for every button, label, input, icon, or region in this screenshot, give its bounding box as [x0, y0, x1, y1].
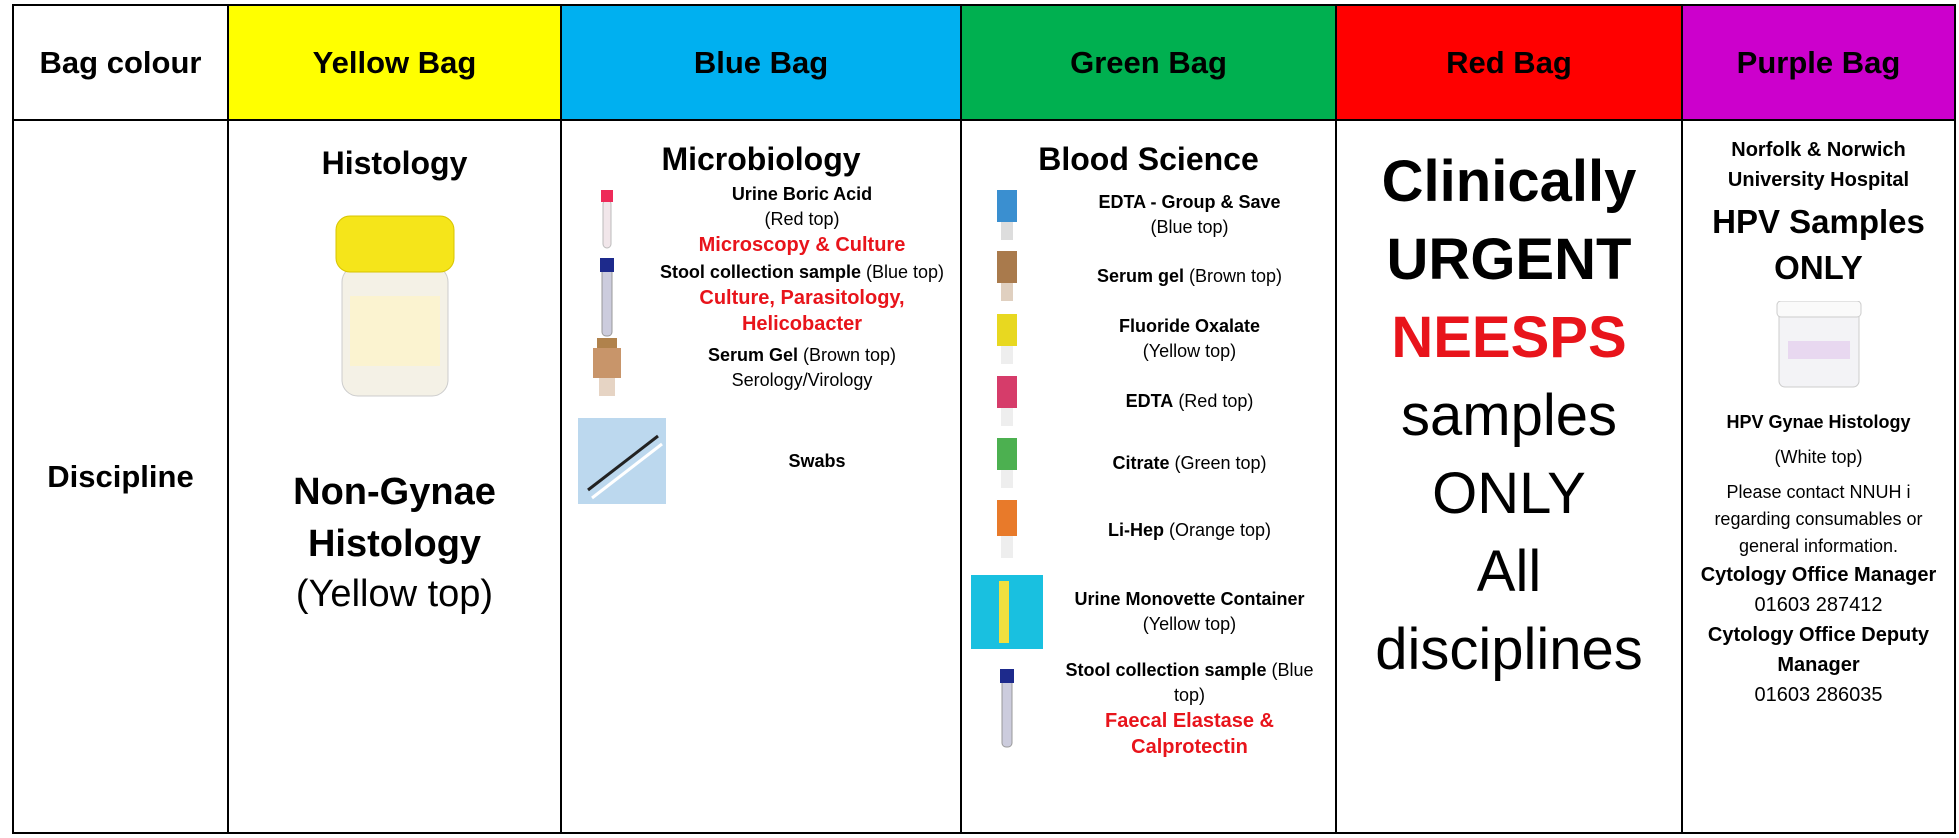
contact-phone: 01603 286035: [1751, 680, 1887, 710]
item-detail: (Yellow top): [1052, 339, 1327, 364]
blue-cell: Microbiology Urine Boric Acid(Red top)Mi…: [561, 120, 961, 833]
cell-note: (Yellow top): [296, 570, 493, 618]
cell-title: Histology: [322, 145, 468, 182]
red-line: NEESPS: [1391, 299, 1626, 377]
tube-icon: [992, 314, 1022, 364]
item-note: Serology/Virology: [652, 368, 952, 393]
item-name: Serum gel: [1097, 266, 1184, 286]
tube-icon: [992, 500, 1022, 560]
item-detail: (Red top): [652, 207, 952, 232]
item-detail: (Blue top): [1052, 215, 1327, 240]
header-cell: Blue Bag: [561, 5, 961, 120]
item-name: EDTA: [1126, 391, 1174, 411]
header-cell: Purple Bag: [1682, 5, 1955, 120]
item-name: Urine Boric Acid: [652, 182, 952, 207]
contact-phone: 01603 287412: [1751, 590, 1887, 620]
tube-icon: [585, 338, 629, 398]
header-row: Bag colour Yellow Bag Blue Bag Green Bag…: [13, 5, 1955, 120]
sample-item: Serum Gel (Brown top) Serology/Virology: [562, 338, 960, 398]
contact-role: Cytology Office Manager: [1697, 560, 1941, 590]
swab-icon: [578, 418, 666, 504]
tube-icon: [992, 251, 1022, 301]
sample-item: Li-Hep (Orange top): [962, 494, 1335, 566]
page: Bag colour Yellow Bag Blue Bag Green Bag…: [0, 0, 1959, 838]
item-detail: (Green top): [1174, 453, 1266, 473]
header-cell: Bag colour: [13, 5, 228, 120]
sample-item: Stool collection sample (Blue top) Cultur…: [562, 258, 960, 338]
sample-item: EDTA - Group & Save(Blue top): [962, 186, 1335, 244]
item-detail: (Orange top): [1169, 520, 1271, 540]
purple-cell: Norfolk & Norwich University Hospital HP…: [1682, 120, 1955, 833]
cell-title: HPV Samples ONLY: [1699, 199, 1939, 291]
body-row: Discipline Histology Non-Gynae Histology…: [13, 120, 1955, 833]
sample-item: Fluoride Oxalate(Yellow top): [962, 308, 1335, 370]
tube-icon: [597, 258, 617, 338]
item-test: Microscopy & Culture: [652, 232, 952, 258]
item-test: Faecal Elastase & Calprotectin: [1052, 708, 1327, 760]
tube-icon: [992, 376, 1022, 426]
sample-item: Citrate (Green top): [962, 432, 1335, 494]
item-name: Fluoride Oxalate: [1052, 314, 1327, 339]
item-name: Stool collection sample: [660, 262, 861, 282]
item-test: Culture, Parasitology, Helicobacter: [652, 285, 952, 337]
header-cell: Red Bag: [1336, 5, 1682, 120]
green-cell: Blood Science EDTA - Group & Save(Blue t…: [961, 120, 1336, 833]
item-name: Serum Gel: [708, 345, 798, 365]
contact-role: Cytology Office Deputy Manager: [1683, 620, 1954, 680]
contact-note: Please contact NNUH i regarding consumab…: [1683, 479, 1954, 560]
red-line: samples ONLY: [1389, 377, 1629, 533]
sample-item: Urine Monovette Container(Yellow top): [962, 566, 1335, 658]
sample-item: EDTA (Red top): [962, 370, 1335, 432]
item-name: Stool collection sample: [1065, 660, 1266, 680]
tube-icon: [992, 190, 1022, 240]
sample-item: Swabs: [562, 418, 960, 504]
header-cell: Yellow Bag: [228, 5, 561, 120]
monovette-icon: [971, 575, 1043, 649]
item-name: Urine Monovette Container: [1052, 587, 1327, 612]
sample-item: Urine Boric Acid(Red top)Microscopy & Cu…: [562, 182, 960, 258]
bag-table: Bag colour Yellow Bag Blue Bag Green Bag…: [12, 4, 1956, 834]
cell-title: Microbiology: [661, 141, 860, 178]
hospital-name: Norfolk & Norwich University Hospital: [1683, 135, 1954, 195]
item-detail: (Brown top): [803, 345, 896, 365]
tube-icon: [597, 190, 617, 250]
item-detail: (Brown top): [1189, 266, 1282, 286]
red-line: All disciplines: [1349, 533, 1669, 689]
header-cell: Green Bag: [961, 5, 1336, 120]
item-detail: (Red top): [1178, 391, 1253, 411]
pot-icon: [1774, 301, 1864, 391]
tube-icon: [997, 669, 1017, 749]
tube-icon: [992, 438, 1022, 488]
item-detail: (White top): [1770, 444, 1866, 471]
item-detail: (Blue top): [866, 262, 944, 282]
sample-item: Serum gel (Brown top): [962, 244, 1335, 308]
row-label: Discipline: [13, 120, 228, 833]
red-line: URGENT: [1387, 221, 1632, 299]
red-cell: Clinically URGENT NEESPS samples ONLY Al…: [1336, 120, 1682, 833]
item-detail: (Yellow top): [1052, 612, 1327, 637]
cell-subtitle: Non-Gynae Histology: [275, 466, 515, 570]
sample-item: Stool collection sample (Blue top)Faecal…: [962, 658, 1335, 760]
item-name: Swabs: [682, 449, 960, 474]
cell-title: Blood Science: [1038, 141, 1259, 178]
yellow-cell: Histology Non-Gynae Histology (Yellow to…: [228, 120, 561, 833]
red-line: Clinically: [1382, 143, 1637, 221]
formalin-pot-icon: [320, 206, 470, 406]
item-name: Li-Hep: [1108, 520, 1164, 540]
item-name: Citrate: [1112, 453, 1169, 473]
item-name: EDTA - Group & Save: [1052, 190, 1327, 215]
item-name: HPV Gynae Histology: [1722, 409, 1914, 436]
